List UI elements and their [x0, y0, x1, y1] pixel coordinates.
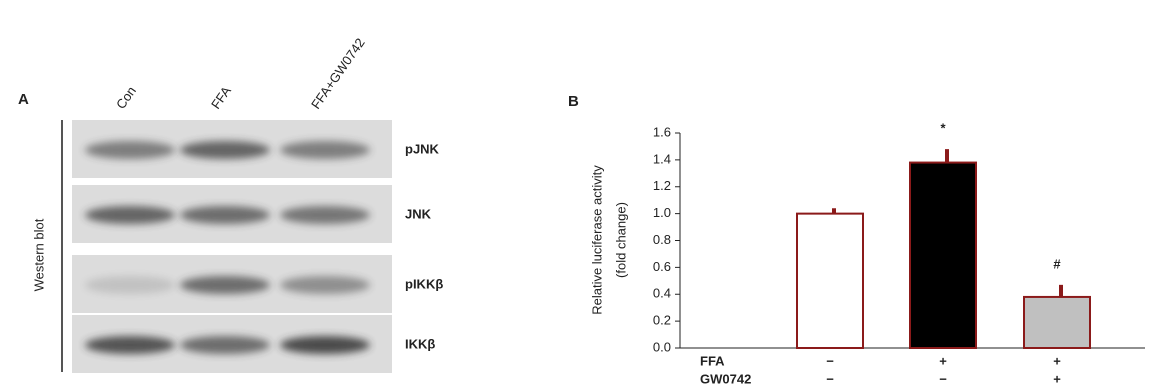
- condition-sign: −: [939, 371, 947, 386]
- blot-band: [85, 206, 175, 224]
- y-tick-label: 0.2: [653, 313, 671, 328]
- blot-band: [180, 141, 270, 159]
- blot-band: [180, 336, 270, 354]
- y-tick-label: 0.8: [653, 232, 671, 247]
- panel-label: B: [568, 93, 579, 110]
- y-tick-label: 1.2: [653, 178, 671, 193]
- lane-label: Con: [113, 84, 139, 112]
- y-tick-label: 0.6: [653, 259, 671, 274]
- condition-label: FFA: [700, 353, 725, 368]
- blot-band: [180, 206, 270, 224]
- bar: [1024, 297, 1090, 348]
- row-label: pJNK: [405, 141, 440, 156]
- significance: #: [1053, 256, 1061, 271]
- significance: *: [940, 121, 946, 136]
- bar: [797, 214, 863, 348]
- condition-sign: +: [1053, 371, 1061, 386]
- condition-sign: +: [939, 353, 947, 368]
- condition-sign: −: [826, 371, 834, 386]
- blot-band: [280, 206, 370, 224]
- row-label: IKKβ: [405, 336, 435, 351]
- side-label: Western blot: [31, 218, 46, 291]
- condition-sign: +: [1053, 353, 1061, 368]
- y-tick-label: 1.6: [653, 124, 671, 139]
- y-tick-label: 1.0: [653, 205, 671, 220]
- panel-label: A: [18, 91, 29, 108]
- blot-band: [85, 276, 175, 294]
- bar: [910, 163, 976, 348]
- y-tick-label: 0.0: [653, 339, 671, 354]
- blot-band: [85, 141, 175, 159]
- y-tick-label: 0.4: [653, 286, 671, 301]
- condition-label: GW0742: [700, 371, 751, 386]
- y-tick-label: 1.4: [653, 151, 671, 166]
- y-axis-label: Relative luciferase activity: [589, 165, 604, 315]
- blot-band: [280, 336, 370, 354]
- row-label: JNK: [405, 206, 432, 221]
- blot-band: [280, 276, 370, 294]
- blot-band: [280, 141, 370, 159]
- y-axis-label: (fold change): [613, 202, 628, 278]
- blot-band: [85, 336, 175, 354]
- blot-band: [180, 276, 270, 294]
- lane-label: FFA: [208, 83, 234, 111]
- row-label: pIKKβ: [405, 276, 443, 291]
- figure: A Western blot B ConFFAFFA+GW0742pJNKJNK…: [0, 0, 1168, 392]
- lane-label: FFA+GW0742: [308, 35, 368, 111]
- condition-sign: −: [826, 353, 834, 368]
